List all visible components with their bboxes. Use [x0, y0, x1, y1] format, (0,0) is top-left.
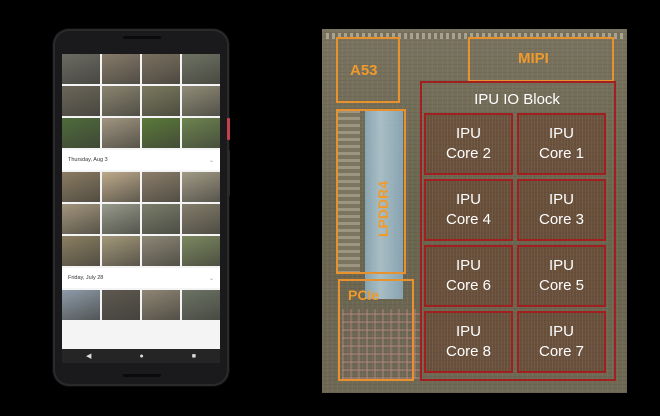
- photo-thumbnail[interactable]: [62, 86, 100, 116]
- photo-thumbnail[interactable]: [182, 118, 220, 148]
- pcie-label: PCIe: [348, 287, 380, 303]
- mipi-label: MIPI: [518, 50, 549, 67]
- photo-row: [62, 236, 220, 266]
- photo-thumbnail[interactable]: [102, 236, 140, 266]
- photo-thumbnail[interactable]: [142, 290, 180, 320]
- chevron-down-icon[interactable]: ⌄: [208, 275, 214, 282]
- photo-thumbnail[interactable]: [102, 54, 140, 84]
- photo-thumbnail[interactable]: [142, 118, 180, 148]
- photo-thumbnail[interactable]: [182, 204, 220, 234]
- chevron-down-icon[interactable]: ⌄: [208, 157, 214, 164]
- phone-speaker-bottom: [123, 374, 161, 377]
- photo-thumbnail[interactable]: [62, 54, 100, 84]
- ipu-core-label-line2: Core 3: [538, 211, 585, 228]
- ipu-core-label-line1: IPU: [455, 323, 481, 340]
- phone-volume-button: [227, 150, 230, 196]
- ipu-io-block-label: IPU IO Block: [474, 91, 560, 108]
- ipu-core-label-line1: IPU: [548, 323, 574, 340]
- pcie-block: [338, 279, 414, 381]
- photo-thumbnail[interactable]: [102, 86, 140, 116]
- ipu-core-label-line2: Core 4: [445, 211, 492, 228]
- date-header: Friday, July 28 ⌄: [62, 268, 220, 288]
- photo-thumbnail[interactable]: [62, 236, 100, 266]
- photos-grid-screen: Thursday, Aug 3 ⌄ Friday, July 28 ⌄ ◀ ● ■: [62, 54, 220, 363]
- photo-row: [62, 54, 220, 84]
- ipu-block: [420, 81, 616, 381]
- photo-thumbnail[interactable]: [142, 236, 180, 266]
- photo-thumbnail[interactable]: [62, 172, 100, 202]
- lpddr4-label: LPDDR4: [375, 180, 391, 237]
- ipu-core-label-line1: IPU: [455, 191, 481, 208]
- photo-thumbnail[interactable]: [142, 204, 180, 234]
- ipu-core-label-line1: IPU: [455, 257, 481, 274]
- ipu-core-label-line2: Core 7: [538, 343, 585, 360]
- photo-thumbnail[interactable]: [142, 54, 180, 84]
- photo-thumbnail[interactable]: [182, 172, 220, 202]
- ipu-core-label-line2: Core 8: [445, 343, 492, 360]
- ipu-core-block: IPU Core 5: [517, 245, 606, 307]
- ipu-core-label-line2: Core 1: [538, 145, 585, 162]
- phone-power-button: [227, 118, 230, 140]
- photo-row: [62, 118, 220, 148]
- pcie-pad-grid: [342, 309, 422, 379]
- date-header: Thursday, Aug 3 ⌄: [62, 150, 220, 170]
- photo-thumbnail[interactable]: [182, 236, 220, 266]
- bond-pads: [326, 33, 623, 39]
- photo-thumbnail[interactable]: [182, 54, 220, 84]
- photo-row: [62, 86, 220, 116]
- photo-thumbnail[interactable]: [102, 204, 140, 234]
- a53-label: A53: [350, 62, 378, 79]
- ipu-core-label-line2: Core 5: [538, 277, 585, 294]
- photo-thumbnail[interactable]: [62, 204, 100, 234]
- photo-thumbnail[interactable]: [182, 86, 220, 116]
- ipu-core-label-line2: Core 2: [445, 145, 492, 162]
- chip-die-photo: A53 MIPI LPDDR4 PCIe IPU IO Block IPU Cor…: [322, 29, 627, 393]
- ipu-core-label-line1: IPU: [455, 125, 481, 142]
- photo-row: [62, 204, 220, 234]
- ipu-core-label-line1: IPU: [548, 257, 574, 274]
- lpddr-memory-array: [336, 109, 360, 274]
- android-nav-bar: ◀ ● ■: [62, 349, 220, 363]
- photo-thumbnail[interactable]: [62, 290, 100, 320]
- phone-speaker: [123, 36, 161, 39]
- ipu-core-label-line1: IPU: [548, 191, 574, 208]
- ipu-core-label-line2: Core 6: [445, 277, 492, 294]
- a53-block: [336, 37, 400, 103]
- ipu-core-block: IPU Core 3: [517, 179, 606, 241]
- ipu-core-block: IPU Core 7: [517, 311, 606, 373]
- phone-mockup: Thursday, Aug 3 ⌄ Friday, July 28 ⌄ ◀ ● ■: [53, 29, 229, 386]
- photo-thumbnail[interactable]: [102, 118, 140, 148]
- ipu-core-block: IPU Core 4: [424, 179, 513, 241]
- photo-thumbnail[interactable]: [142, 172, 180, 202]
- photo-thumbnail[interactable]: [142, 86, 180, 116]
- back-icon[interactable]: ◀: [86, 353, 92, 360]
- photo-row: [62, 290, 220, 320]
- photo-row: [62, 172, 220, 202]
- lpddr-phy-strip: [365, 109, 403, 299]
- ipu-core-label-line1: IPU: [548, 125, 574, 142]
- date-label: Thursday, Aug 3: [68, 157, 108, 163]
- photo-thumbnail[interactable]: [102, 290, 140, 320]
- photo-thumbnail[interactable]: [182, 290, 220, 320]
- photo-thumbnail[interactable]: [62, 118, 100, 148]
- photo-thumbnail[interactable]: [102, 172, 140, 202]
- date-label: Friday, July 28: [68, 275, 104, 281]
- home-icon[interactable]: ●: [139, 352, 144, 360]
- ipu-core-block: IPU Core 6: [424, 245, 513, 307]
- ipu-core-block: IPU Core 1: [517, 113, 606, 175]
- recents-icon[interactable]: ■: [191, 352, 196, 360]
- ipu-core-block: IPU Core 2: [424, 113, 513, 175]
- lpddr4-block: [336, 109, 406, 274]
- ipu-core-block: IPU Core 8: [424, 311, 513, 373]
